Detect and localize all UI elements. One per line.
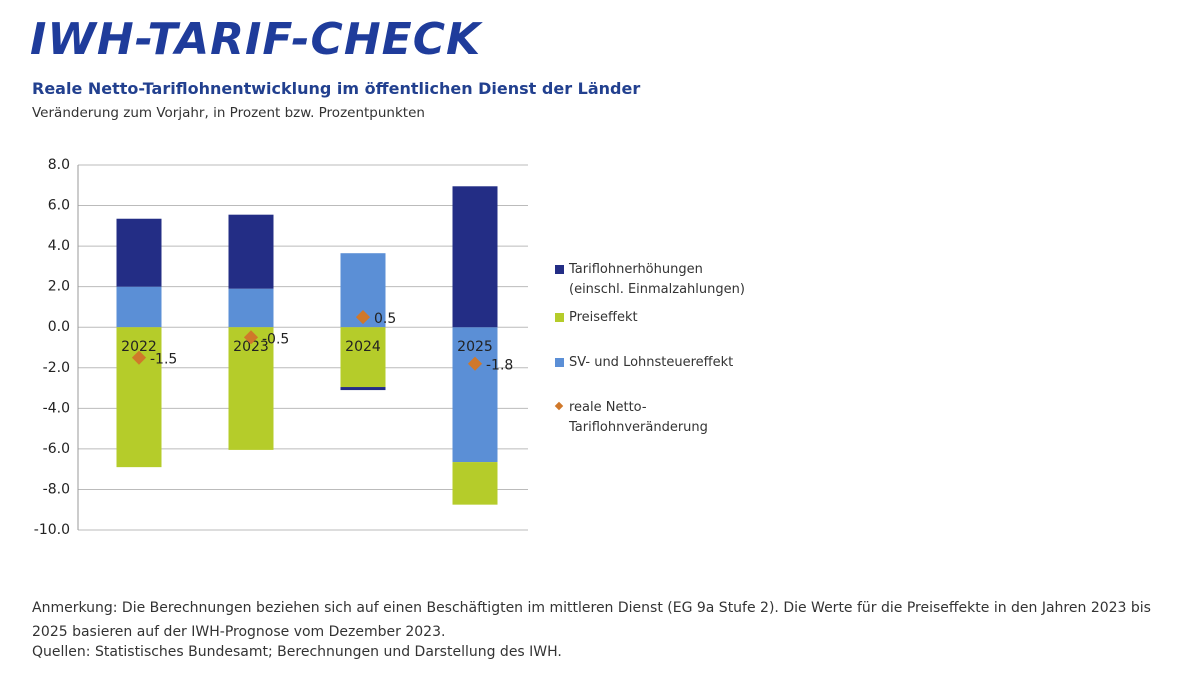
diamond-marker <box>243 330 259 345</box>
diamond-marker <box>131 350 147 365</box>
y-tick-label: 0.0 <box>48 319 70 335</box>
x-tick-label: 2023 <box>233 339 269 355</box>
note: Anmerkung: Die Berechnungen beziehen sic… <box>32 600 1151 640</box>
bar-segment <box>228 327 274 450</box>
bar-segment <box>340 327 386 388</box>
y-tick-label: -6.0 <box>43 441 70 457</box>
bar-segment <box>452 462 498 505</box>
x-tick-label: 2022 <box>121 339 157 355</box>
diamond-marker <box>467 356 483 371</box>
y-tick-label: 2.0 <box>48 279 70 295</box>
data-label: -1.8 <box>486 358 513 374</box>
x-tick-label: 2025 <box>457 339 493 355</box>
y-tick-label: -4.0 <box>43 400 70 416</box>
y-label: Veränderung zum Vorjahr, in Prozent bzw.… <box>32 105 425 121</box>
y-tick-label: -8.0 <box>43 481 70 497</box>
bar-segment <box>228 288 274 328</box>
source: Quellen: Statistisches Bundesamt; Berech… <box>32 644 562 660</box>
data-label: -1.5 <box>150 352 177 368</box>
bar-segment <box>340 387 386 391</box>
bar-segment <box>116 286 162 328</box>
y-tick-label: 6.0 <box>48 198 70 214</box>
bar-segment <box>452 186 498 328</box>
bar-segment <box>116 218 162 287</box>
subtitle: Reale Netto-Tariflohnentwicklung im öffe… <box>32 79 641 98</box>
y-tick-label: 4.0 <box>48 238 70 254</box>
y-tick-label: -2.0 <box>43 360 70 376</box>
bar-segment <box>228 214 274 289</box>
data-label: 0.5 <box>374 311 396 327</box>
y-tick-label: 8.0 <box>48 157 70 173</box>
legend-swatch <box>555 358 564 367</box>
bar-segment <box>452 327 498 463</box>
legend-swatch <box>555 313 564 322</box>
bar-segment <box>116 327 162 468</box>
y-tick-label: -10.0 <box>34 522 70 538</box>
legend-label: Preiseffekt <box>569 310 638 325</box>
legend-label: SV- und Lohnsteuereffekt <box>569 355 734 370</box>
legend-label: reale Netto-Tariflohnveränderung <box>569 400 708 435</box>
legend-swatch <box>555 265 564 274</box>
title: IWH-TARIF-CHECK <box>30 14 482 65</box>
data-label: -0.5 <box>262 331 289 347</box>
legend-label: Tariflohnerhöhungen (einschl. Einmalzahl… <box>569 262 745 297</box>
diamond-marker <box>355 310 371 325</box>
x-tick-label: 2024 <box>345 339 381 355</box>
